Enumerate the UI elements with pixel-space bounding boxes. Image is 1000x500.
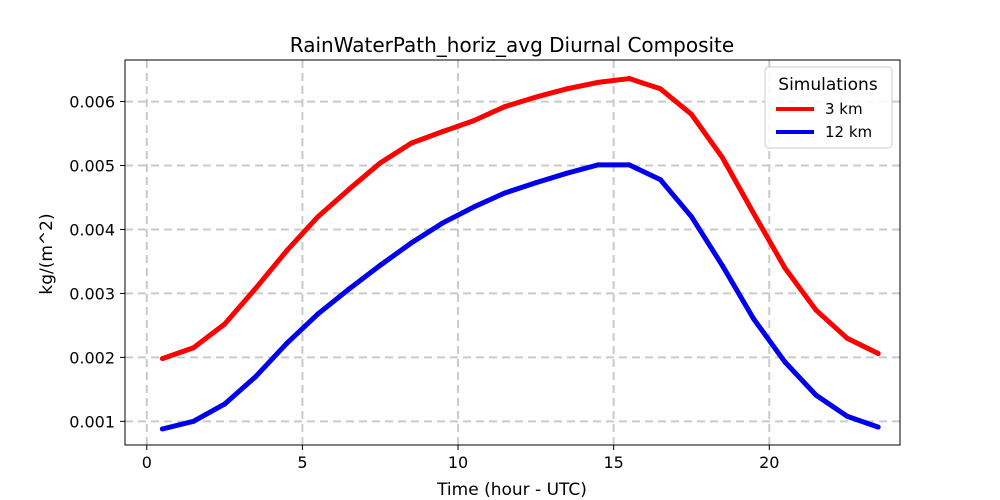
data-point-12km [408, 240, 414, 246]
data-point-12km [346, 286, 352, 292]
x-tick-label: 5 [297, 453, 307, 472]
x-tick-label: 10 [448, 453, 468, 472]
data-point-12km [377, 262, 383, 268]
data-point-3km [439, 129, 445, 135]
ticks: 0 5 10 15 20 0.001 0.002 0.003 0.004 0.005 0.006 [69, 93, 779, 472]
x-tick-label: 0 [142, 453, 152, 472]
x-tick-label: 20 [759, 453, 779, 472]
data-point-12km [502, 190, 508, 196]
data-point-3km [377, 160, 383, 166]
data-point-12km [813, 392, 819, 398]
data-point-12km [875, 424, 881, 430]
data-point-3km [844, 335, 850, 341]
y-axis-label: kg/(m^2) [37, 213, 57, 294]
data-point-3km [782, 265, 788, 271]
data-point-3km [813, 307, 819, 313]
data-point-3km [502, 104, 508, 110]
data-point-12km [564, 170, 570, 176]
data-point-12km [720, 263, 726, 269]
data-point-3km [253, 285, 259, 291]
data-point-3km [533, 94, 539, 100]
series-layer [159, 76, 881, 432]
legend: Simulations 3 km 12 km [764, 66, 893, 149]
data-point-3km [190, 345, 196, 351]
data-point-3km [159, 356, 165, 362]
data-point-12km [471, 204, 477, 210]
legend-box [764, 66, 893, 149]
data-point-12km [315, 311, 321, 317]
data-point-12km [159, 426, 165, 432]
data-point-12km [688, 214, 694, 220]
data-point-12km [751, 316, 757, 322]
data-point-12km [844, 413, 850, 419]
data-point-3km [875, 351, 881, 357]
y-tick-label: 0.004 [69, 220, 115, 239]
data-point-3km [751, 210, 757, 216]
data-point-12km [222, 401, 228, 407]
data-point-12km [533, 180, 539, 186]
legend-title: Simulations [778, 75, 878, 95]
data-point-12km [190, 418, 196, 424]
data-point-3km [564, 86, 570, 92]
y-tick-label: 0.002 [69, 348, 115, 367]
y-tick-label: 0.003 [69, 284, 115, 303]
data-point-12km [626, 162, 632, 168]
chart-title: RainWaterPath_horiz_avg Diurnal Composit… [290, 33, 734, 57]
data-point-12km [284, 340, 290, 346]
data-point-12km [595, 162, 601, 168]
data-point-3km [315, 214, 321, 220]
series-line-3km [161, 76, 880, 362]
y-tick-label: 0.006 [69, 93, 115, 112]
data-point-12km [657, 177, 663, 183]
data-point-3km [595, 79, 601, 85]
x-tick-label: 15 [603, 453, 623, 472]
data-point-3km [688, 111, 694, 117]
plot-frame [124, 59, 901, 446]
data-point-12km [439, 220, 445, 226]
legend-label-3km: 3 km [825, 100, 863, 118]
data-point-3km [657, 86, 663, 92]
data-point-12km [782, 359, 788, 365]
data-point-3km [346, 186, 352, 192]
y-tick-label: 0.005 [69, 157, 115, 176]
series-line-12km [161, 162, 880, 432]
legend-label-12km: 12 km [825, 123, 872, 141]
data-point-3km [471, 118, 477, 124]
data-point-3km [222, 321, 228, 327]
data-point-3km [284, 248, 290, 254]
data-point-12km [253, 374, 259, 380]
data-point-3km [626, 76, 632, 82]
data-point-3km [408, 140, 414, 146]
x-axis-label: Time (hour - UTC) [436, 480, 587, 500]
data-point-3km [720, 155, 726, 161]
y-tick-label: 0.001 [69, 412, 115, 431]
